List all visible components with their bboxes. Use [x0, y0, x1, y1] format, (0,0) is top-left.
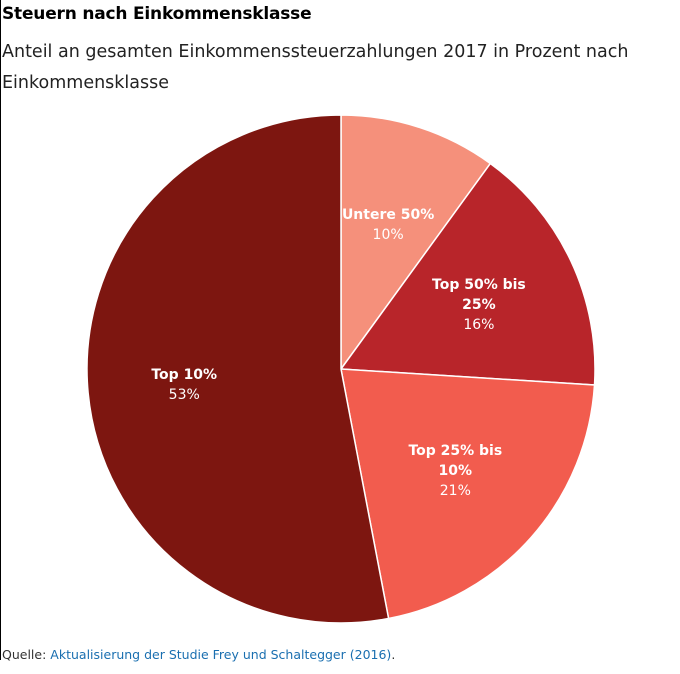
- pie-slice: [340, 368, 596, 620]
- pie-chart: Untere 50% 10% Top 50% bis 25% 16% Top 25% bi…: [0, 100, 680, 640]
- source-trailing: .: [391, 647, 396, 662]
- slice-label: 25%: [462, 297, 496, 313]
- slice-value-label: 21%: [440, 483, 471, 499]
- slice-label: Top 25% bis: [408, 443, 502, 459]
- left-border: [0, 0, 1, 660]
- source-link[interactable]: Aktualisierung der Studie Frey und Schal…: [50, 647, 392, 662]
- slice-label: Untere 50%: [342, 207, 434, 223]
- slice-value-label: 53%: [169, 387, 200, 403]
- slice-value-label: 10%: [373, 227, 404, 243]
- source-note: Quelle: Aktualisierung der Studie Frey u…: [2, 647, 395, 662]
- slice-label: Top 10%: [151, 367, 217, 383]
- chart-title: Steuern nach Einkommensklasse: [2, 4, 312, 24]
- source-label: Quelle:: [2, 647, 47, 662]
- pie-slice: [339, 162, 596, 386]
- pie-slice: [340, 114, 492, 372]
- slice-label: Top 50% bis: [432, 277, 526, 293]
- slice-value-label: 16%: [463, 317, 494, 333]
- pie-slice: [86, 114, 390, 624]
- pie-svg: Untere 50% 10% Top 50% bis 25% 16% Top 25% bi…: [86, 114, 596, 624]
- chart-subtitle: Anteil an gesamten Einkommenssteuerzahlu…: [2, 42, 629, 93]
- slice-label: 10%: [439, 463, 473, 479]
